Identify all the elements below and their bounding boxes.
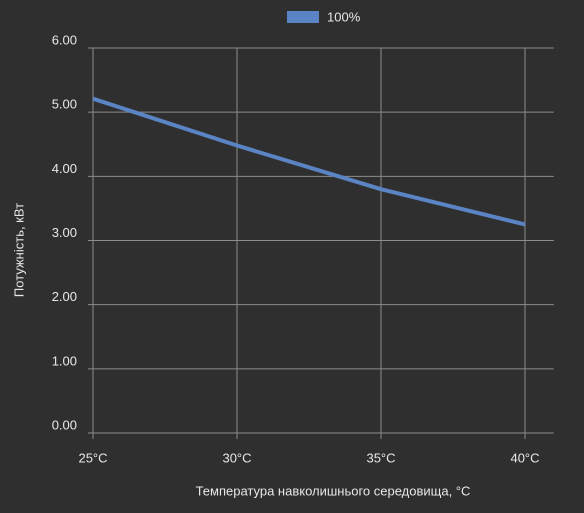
y-tick-label: 6.00 bbox=[52, 32, 77, 47]
y-tick-label: 5.00 bbox=[52, 97, 77, 112]
y-tick-label: 0.00 bbox=[52, 417, 77, 432]
legend-swatch bbox=[287, 11, 319, 23]
y-tick-label: 3.00 bbox=[52, 225, 77, 240]
y-axis-title: Потужність, кВт bbox=[11, 203, 26, 297]
x-axis-title: Температура навколишнього середовища, °C bbox=[196, 483, 471, 498]
x-tick-label: 40°C bbox=[510, 450, 539, 465]
y-tick-label: 2.00 bbox=[52, 289, 77, 304]
x-tick-label: 35°C bbox=[366, 450, 395, 465]
legend-label: 100% bbox=[327, 9, 361, 24]
data-line bbox=[92, 96, 526, 227]
x-tick-label: 25°C bbox=[78, 450, 107, 465]
y-tick-label: 4.00 bbox=[52, 161, 77, 176]
x-tick-label: 30°C bbox=[222, 450, 251, 465]
y-tick-label: 1.00 bbox=[52, 353, 77, 368]
